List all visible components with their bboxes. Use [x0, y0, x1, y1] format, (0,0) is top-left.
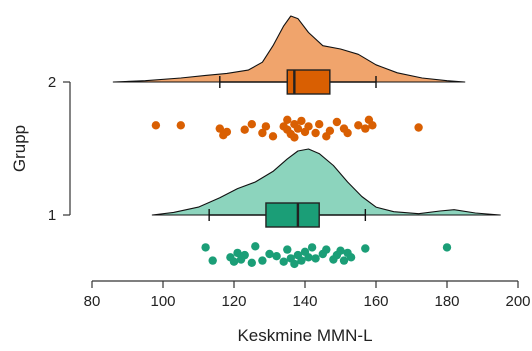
data-point-group-2: [343, 128, 352, 138]
y-axis-title: Grupp: [10, 125, 29, 172]
data-point-group-1: [297, 256, 306, 265]
box-iqr-group-1: [265, 202, 320, 228]
data-point-group-2: [247, 120, 256, 129]
data-point-group-1: [339, 256, 349, 265]
data-point-group-1: [336, 246, 345, 255]
data-point-group-2: [354, 121, 363, 130]
data-point-group-2: [414, 123, 423, 132]
density-cloud-group-1: [151, 148, 501, 216]
x-tick-label: 180: [434, 293, 459, 310]
data-point-group-2: [283, 115, 292, 125]
data-point-group-2: [268, 132, 278, 141]
data-point-group-1: [442, 243, 452, 252]
data-point-group-1: [201, 243, 210, 252]
data-point-group-1: [240, 250, 249, 260]
data-point-group-1: [307, 243, 317, 252]
data-point-group-2: [176, 121, 185, 130]
x-tick-label: 120: [221, 293, 246, 310]
data-point-group-1: [311, 254, 320, 263]
points-layer: [151, 115, 452, 269]
x-tick-label: 140: [292, 293, 317, 310]
data-point-group-2: [258, 128, 267, 138]
data-point-group-1: [251, 242, 260, 251]
data-point-group-2: [290, 133, 299, 142]
data-point-group-1: [272, 252, 281, 261]
data-point-group-2: [261, 122, 271, 131]
data-point-group-1: [258, 256, 267, 265]
data-point-group-1: [247, 258, 256, 267]
data-point-group-2: [304, 122, 313, 131]
axes-layer: 80 100 120 140 160 180 200 12 Keskmine MMN-L G…: [10, 74, 531, 345]
data-point-group-1: [265, 249, 274, 259]
x-axis-title: Keskmine MMN-L: [237, 326, 372, 345]
data-point-group-1: [361, 244, 370, 253]
x-tick-group: 80 100 120 140 160 180 200: [84, 281, 531, 310]
data-point-group-1: [304, 253, 313, 262]
data-point-group-2: [361, 124, 370, 133]
x-tick-label: 200: [505, 293, 530, 310]
density-layer: [112, 15, 501, 216]
x-tick-label: 80: [84, 293, 101, 310]
data-point-group-2: [311, 128, 320, 138]
data-point-group-2: [293, 124, 303, 133]
data-point-group-2: [222, 127, 232, 137]
data-point-group-2: [315, 120, 324, 129]
data-point-group-2: [240, 125, 249, 134]
data-point-group-1: [208, 256, 217, 265]
density-cloud-group-2: [112, 15, 466, 83]
data-point-group-1: [279, 257, 288, 266]
x-tick-label: 160: [363, 293, 388, 310]
y-tick-group: 12: [48, 74, 70, 224]
data-point-group-1: [283, 245, 292, 254]
data-point-group-1: [346, 253, 356, 262]
data-point-group-1: [233, 248, 242, 258]
x-tick-label: 100: [150, 293, 175, 310]
data-point-group-2: [297, 116, 306, 126]
data-point-group-2: [151, 121, 161, 130]
y-tick-label: 1: [48, 207, 56, 224]
data-point-group-2: [332, 117, 342, 127]
data-point-group-1: [229, 257, 239, 266]
data-point-group-2: [325, 126, 335, 135]
boxplot-layer: [208, 69, 377, 228]
data-point-group-1: [322, 245, 331, 254]
data-point-group-2: [215, 124, 224, 133]
y-tick-label: 2: [48, 74, 56, 91]
data-point-group-1: [290, 259, 299, 269]
data-point-group-2: [368, 121, 377, 130]
